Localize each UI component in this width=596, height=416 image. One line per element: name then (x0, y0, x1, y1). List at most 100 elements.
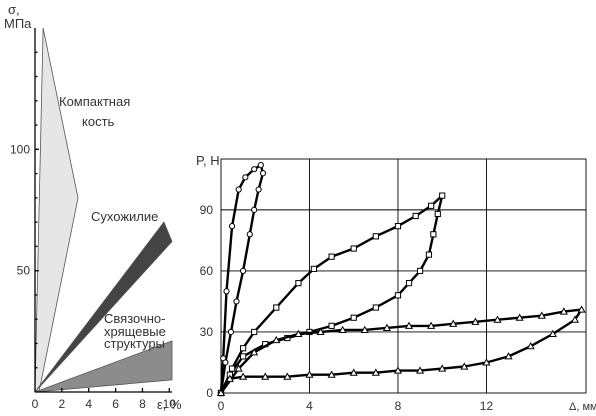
right-plot-frame (220, 158, 587, 394)
data-point-triangle (416, 366, 425, 374)
data-point-triangle (239, 372, 248, 380)
data-point-triangle (460, 362, 469, 370)
left-y-tick-label: 50 (17, 264, 31, 278)
label-ligament-1: Связочно- (104, 311, 165, 326)
data-point-triangle (537, 311, 546, 319)
data-point-triangle (482, 358, 491, 366)
left-x-tick-label: 6 (112, 397, 119, 411)
left-x-tick-label: 8 (139, 397, 146, 411)
right-ylabel: P, Н (196, 153, 220, 168)
data-point-triangle (316, 327, 325, 336)
right-x-tick-label: 8 (395, 399, 402, 413)
data-point-triangle (349, 368, 358, 376)
data-point-circle (259, 170, 267, 177)
data-point-triangle (438, 364, 447, 372)
right-xlabel: Δ, мм (569, 401, 596, 413)
data-point-square (328, 253, 335, 260)
data-point-circle (222, 359, 229, 366)
series-line-2 (219, 194, 444, 394)
data-point-triangle (393, 366, 403, 374)
data-point-square (425, 251, 433, 258)
series-line-3 (219, 308, 583, 394)
data-point-square (434, 210, 441, 218)
data-point-square (273, 304, 280, 311)
data-point-triangle (577, 305, 586, 313)
data-point-triangle (305, 370, 314, 378)
data-point-circle (228, 223, 236, 230)
data-point-triangle (427, 321, 436, 329)
data-point-triangle (338, 325, 347, 333)
data-point-triangle (250, 348, 259, 356)
right-y-tick-label: 60 (200, 264, 214, 278)
data-point-circle (235, 186, 242, 193)
data-point-triangle (570, 315, 579, 323)
data-point-circle (242, 174, 249, 181)
data-point-square (430, 231, 437, 238)
data-point-square (412, 212, 419, 220)
data-point-triangle (371, 368, 380, 376)
stress-strain-chart: 0 2 4 6 8 10 50 100 σ, МПа ε, % Компактная кост… (4, 2, 182, 412)
right-x-tick-label: 4 (306, 399, 313, 413)
left-y-tick-label: 100 (10, 142, 30, 156)
data-point-square (240, 345, 247, 352)
data-point-square (251, 328, 258, 336)
data-point-triangle (471, 317, 480, 325)
left-xlabel: ε, % (157, 397, 182, 412)
right-y-tick-label: 30 (200, 325, 214, 339)
area-series-2 (34, 221, 173, 393)
label-tendon: Сухожилие (91, 209, 158, 224)
left-x-tick-label: 0 (32, 397, 39, 411)
data-point-square (372, 304, 379, 311)
data-point-square (295, 280, 302, 287)
data-point-circle (251, 166, 258, 173)
data-point-triangle (327, 370, 336, 378)
data-point-circle (251, 206, 258, 213)
data-point-square (240, 353, 247, 360)
data-point-circle (246, 231, 253, 238)
data-point-triangle (225, 374, 234, 382)
left-ylabel-unit: МПа (4, 16, 32, 31)
right-x-tick-label: 0 (218, 399, 225, 413)
data-point-triangle (515, 313, 524, 321)
label-compact-bone-2: кость (82, 114, 115, 129)
right-y-tick-label: 90 (200, 203, 214, 217)
label-compact-bone-1: Компактная (59, 94, 130, 109)
data-point-square (350, 245, 357, 252)
data-point-square (228, 365, 236, 372)
data-point-square (350, 314, 357, 321)
data-point-triangle (526, 341, 535, 350)
data-point-square (428, 202, 435, 209)
data-point-circle (223, 288, 230, 295)
label-ligament-2: хрящевые (104, 324, 166, 339)
data-point-triangle (548, 329, 557, 338)
data-point-circle (257, 162, 264, 169)
data-point-circle (233, 298, 240, 305)
data-point-square (439, 192, 446, 199)
data-point-triangle (360, 325, 369, 333)
right-x-tick-label: 12 (480, 399, 494, 413)
data-point-square (394, 223, 402, 230)
data-point-square (394, 292, 402, 299)
data-point-triangle (504, 352, 513, 360)
data-point-circle (240, 267, 247, 275)
data-point-square (416, 267, 424, 275)
data-point-triangle (283, 372, 292, 380)
data-point-square (372, 233, 379, 240)
data-point-triangle (216, 388, 226, 397)
data-point-triangle (493, 315, 502, 323)
data-point-square (328, 322, 335, 329)
data-point-triangle (559, 307, 568, 315)
data-point-triangle (449, 319, 458, 327)
left-x-tick-label: 10 (163, 397, 177, 411)
area-series-1 (34, 27, 79, 393)
data-point-triangle (261, 372, 270, 380)
left-ylabel-sigma: σ, (8, 2, 20, 17)
data-point-triangle (272, 335, 281, 344)
data-point-triangle (382, 323, 391, 331)
left-x-tick-label: 4 (85, 397, 92, 411)
load-deformation-chart: 0 4 8 12 0 30 60 90 P, Н Δ, мм (196, 153, 596, 413)
label-ligament-3: структуры (104, 336, 165, 351)
data-point-square (405, 280, 413, 287)
data-point-triangle (234, 364, 243, 372)
